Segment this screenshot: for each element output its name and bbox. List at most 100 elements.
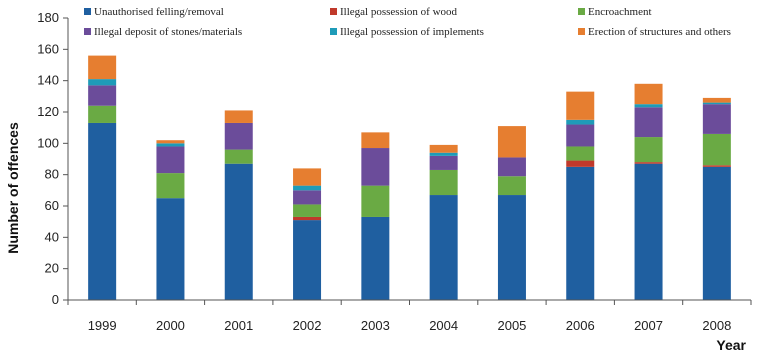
bar-segment xyxy=(634,137,663,163)
bar-stack-2001 xyxy=(224,110,253,300)
bar-segment xyxy=(88,79,117,86)
bar-segment xyxy=(497,126,526,158)
x-tick-label: 2004 xyxy=(429,318,458,333)
bar-segment xyxy=(156,198,185,300)
y-tick-label: 80 xyxy=(45,167,59,182)
legend-label: Erection of structures and others xyxy=(588,26,731,38)
x-tick-label: 2008 xyxy=(702,318,731,333)
bar-segment xyxy=(429,169,458,196)
bar-segment xyxy=(566,124,595,147)
bar-segment xyxy=(224,122,253,150)
bar-segment xyxy=(497,157,526,177)
bar-segment xyxy=(224,163,253,300)
y-tick-label: 0 xyxy=(52,292,59,307)
bar-segment xyxy=(293,190,322,205)
legend-swatch xyxy=(330,28,337,35)
y-tick-label: 120 xyxy=(37,104,59,119)
legend-label: Illegal possession of wood xyxy=(340,6,458,18)
y-tick-label: 160 xyxy=(37,41,59,56)
legend-item: Illegal possession of wood xyxy=(330,6,458,18)
bar-segment xyxy=(293,216,322,221)
y-tick-label: 140 xyxy=(37,73,59,88)
bar-segment xyxy=(429,144,458,153)
bar-segment xyxy=(634,162,663,164)
bar-stack-2000 xyxy=(156,140,185,300)
legend-swatch xyxy=(84,8,91,15)
legend-label: Encroachment xyxy=(588,6,652,18)
legend-label: Illegal possession of implements xyxy=(340,26,484,38)
y-tick-label: 20 xyxy=(45,261,59,276)
bar-stack-1999 xyxy=(88,55,117,300)
bar-segment xyxy=(429,155,458,170)
bar-segment xyxy=(634,104,663,108)
bar-segment xyxy=(293,220,322,300)
x-tick-label: 2003 xyxy=(361,318,390,333)
bar-segment xyxy=(293,168,322,186)
bar-segment xyxy=(497,176,526,196)
bar-segment xyxy=(429,152,458,156)
bar-segment xyxy=(293,204,322,217)
bar-segment xyxy=(702,133,731,166)
y-axis-title: Number of offences xyxy=(5,122,21,254)
bar-segment xyxy=(361,148,390,186)
bar-segment xyxy=(156,143,185,147)
bar-segment xyxy=(156,146,185,174)
bar-segment xyxy=(702,165,731,167)
x-tick-label: 2002 xyxy=(293,318,322,333)
y-tick-label: 180 xyxy=(37,10,59,25)
legend-item: Erection of structures and others xyxy=(578,26,731,38)
legend-label: Illegal deposit of stones/materials xyxy=(94,26,242,38)
bar-stack-2003 xyxy=(361,132,390,300)
bar-segment xyxy=(702,97,731,103)
bar-stack-2007 xyxy=(634,83,663,300)
bar-segment xyxy=(429,195,458,300)
bar-segment xyxy=(702,166,731,300)
bar-segment xyxy=(634,163,663,300)
plot-area xyxy=(88,55,731,300)
x-axis: 1999 2000 2001 2002 2003 2004 2005 2006 2007 2008 xyxy=(67,299,752,333)
bar-segment xyxy=(634,107,663,138)
bar-segment xyxy=(224,149,253,164)
bar-segment xyxy=(702,102,731,105)
legend-swatch xyxy=(578,28,585,35)
bar-segment xyxy=(293,185,322,191)
legend: Unauthorised felling/removal Illegal poss… xyxy=(84,6,731,38)
bar-segment xyxy=(224,110,253,123)
x-tick-label: 2006 xyxy=(566,318,595,333)
bar-segment xyxy=(566,146,595,161)
legend-swatch xyxy=(84,28,91,35)
bar-stack-2002 xyxy=(293,168,322,300)
legend-item: Encroachment xyxy=(578,6,652,18)
bar-segment xyxy=(361,216,390,300)
bar-segment xyxy=(88,122,117,300)
x-tick-label: 2001 xyxy=(224,318,253,333)
legend-swatch xyxy=(330,8,337,15)
y-tick-label: 60 xyxy=(45,198,59,213)
bar-stack-2008 xyxy=(702,97,731,300)
x-tick-label: 2005 xyxy=(497,318,526,333)
legend-item: Illegal deposit of stones/materials xyxy=(84,26,242,38)
legend-item: Illegal possession of implements xyxy=(330,26,484,38)
legend-label: Unauthorised felling/removal xyxy=(94,6,224,18)
x-axis-title: Year xyxy=(716,337,746,353)
bar-stack-2004 xyxy=(429,144,458,300)
bar-segment xyxy=(88,105,117,123)
x-tick-label: 2007 xyxy=(634,318,663,333)
bar-segment xyxy=(702,104,731,134)
bar-stack-2006 xyxy=(566,91,595,300)
y-axis: 0 20 40 60 80 100 120 140 160 180 xyxy=(37,10,69,307)
bar-segment xyxy=(361,185,390,217)
bar-stack-2005 xyxy=(497,126,526,300)
bar-segment xyxy=(566,160,595,167)
bar-segment xyxy=(361,132,390,149)
bar-segment xyxy=(88,85,117,106)
bar-segment xyxy=(88,55,117,80)
bar-segment xyxy=(566,166,595,300)
bar-segment xyxy=(156,173,185,199)
legend-swatch xyxy=(578,8,585,15)
bar-segment xyxy=(634,83,663,105)
y-tick-label: 100 xyxy=(37,135,59,150)
bar-segment xyxy=(566,119,595,125)
x-tick-label: 2000 xyxy=(156,318,185,333)
